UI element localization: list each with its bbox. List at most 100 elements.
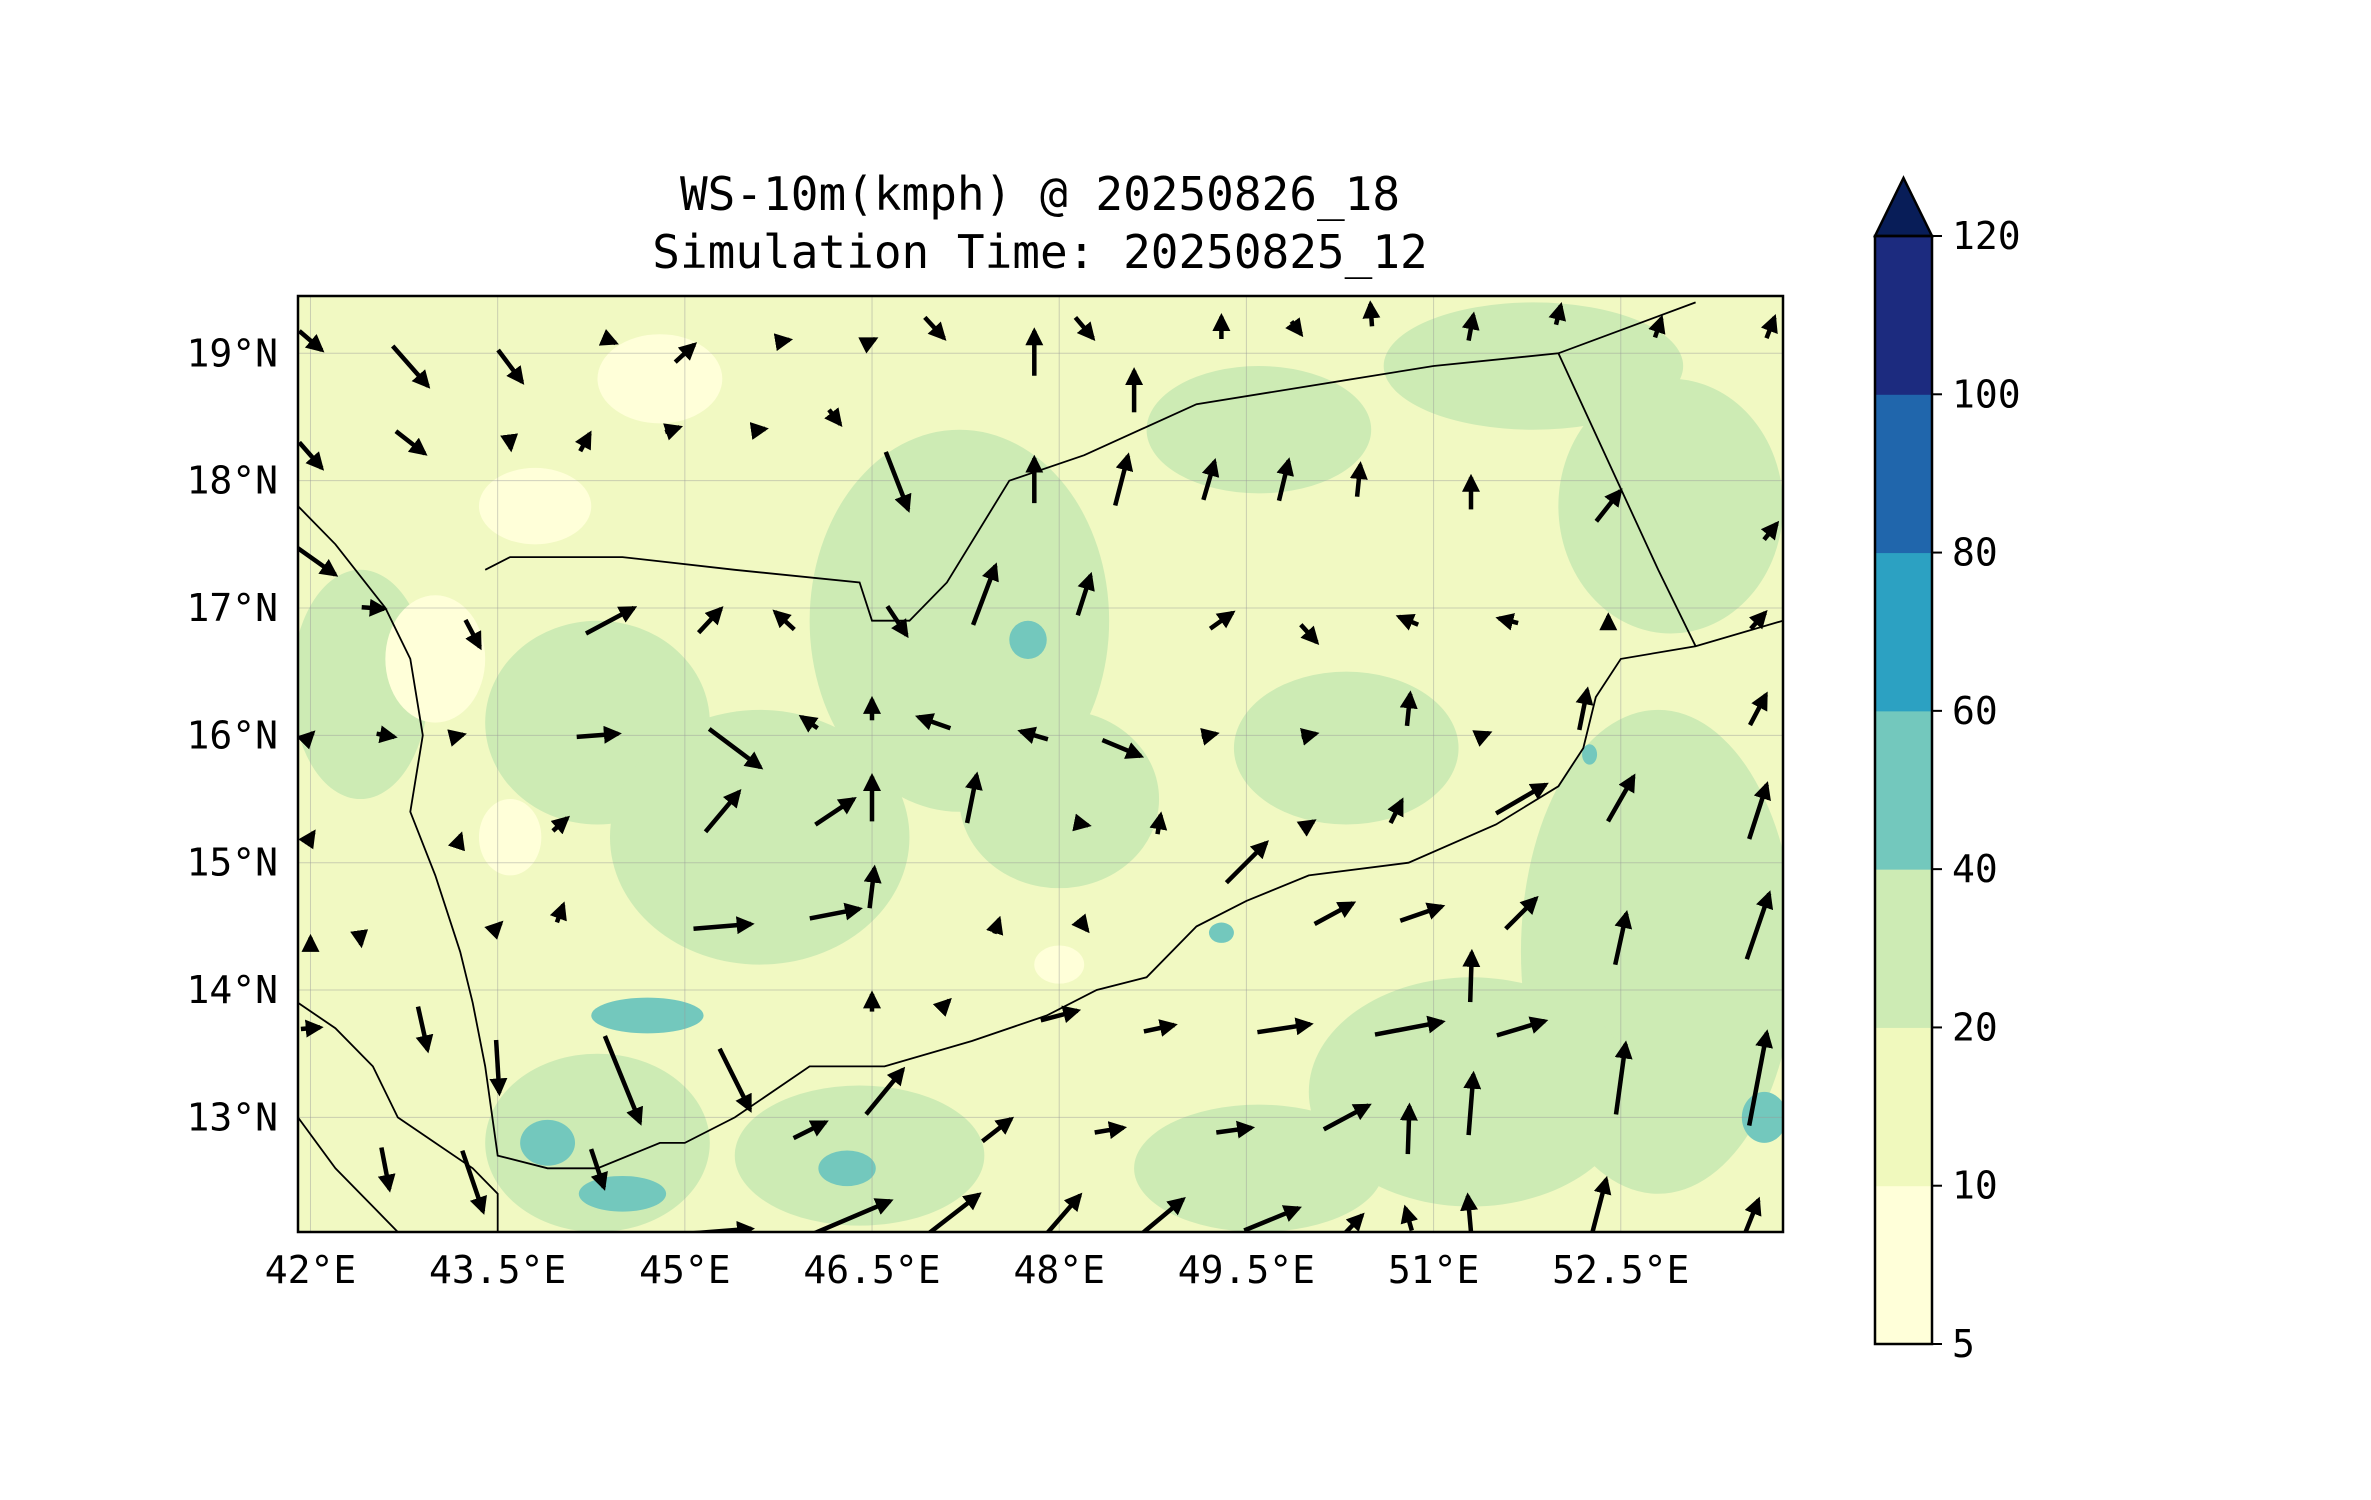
wind-vector-arrow	[981, 1116, 1015, 1144]
wind-vector-arrow	[447, 831, 465, 852]
wind-vector-arrow	[550, 815, 570, 835]
colorbar-tick-label: 20	[1952, 1005, 1998, 1049]
wind-vector-arrow	[1374, 1015, 1446, 1037]
wind-vector-arrow	[1017, 726, 1049, 744]
colorbar-segment	[1875, 1027, 1932, 1187]
wind-vector-arrow	[1496, 1016, 1549, 1038]
wind-vector-arrow	[1495, 613, 1519, 631]
wind-vectors	[298, 300, 1780, 1232]
wind-vector-arrow	[549, 901, 567, 924]
wind-vector-arrow	[1594, 488, 1623, 523]
wind-vector-arrow	[1296, 819, 1317, 837]
wind-vector-arrow	[598, 329, 619, 346]
wind-vector-arrow	[298, 730, 316, 750]
wind-vector-arrow	[602, 1035, 644, 1126]
wind-vector-arrow	[792, 1120, 829, 1141]
lon-tick-label: 45°E	[639, 1248, 731, 1292]
wind-vector-arrow	[932, 997, 952, 1017]
wind-vector-arrow	[986, 915, 1004, 936]
colorbar-tick-label: 60	[1952, 689, 1998, 733]
wind-vector-arrow	[1648, 314, 1666, 339]
wind-vector-arrow	[1243, 1205, 1302, 1232]
lat-tick-label: 18°N	[186, 459, 278, 503]
wind-vector-arrow	[798, 714, 819, 733]
wind-vector-arrow	[696, 606, 724, 635]
wind-speed-region	[1134, 1104, 1384, 1232]
wind-vector-arrow	[864, 1066, 906, 1116]
wind-vector-arrow	[576, 725, 622, 744]
wind-vector-arrow	[415, 1006, 434, 1054]
wind-vector-arrow	[1276, 457, 1294, 502]
wind-vector-arrow	[300, 1019, 324, 1038]
wind-speed-region	[478, 799, 542, 876]
wind-vector-arrow	[1313, 901, 1357, 926]
wind-speed-region	[385, 595, 486, 723]
wind-vector-arrow	[858, 336, 879, 354]
map-frame	[296, 294, 1785, 1234]
map-area: 42°E 43.5°E 45°E 46.5°E 48°E 49.5°E 51°E 52.5°E…	[186, 294, 1785, 1292]
wind-speed-region	[1009, 620, 1047, 659]
wind-vector-arrow	[1760, 520, 1780, 542]
wind-vector-arrow	[1143, 1019, 1178, 1037]
wind-vector-arrow	[1462, 948, 1481, 1003]
wind-vector-arrow	[1746, 1029, 1773, 1127]
border-saudi	[484, 301, 1696, 622]
wind-vector-arrow	[970, 562, 999, 626]
wind-vector-arrow	[1613, 909, 1633, 966]
wind-vector-arrow	[1590, 1175, 1612, 1232]
wind-speed-region	[959, 709, 1160, 889]
wind-vector-arrow	[863, 864, 882, 909]
wind-speed-region	[1233, 671, 1459, 825]
wind-vector-arrow	[1322, 1103, 1372, 1132]
wind-vector-arrow	[1613, 1040, 1633, 1115]
wind-vector-arrow	[1072, 813, 1092, 832]
wind-speed-region	[1208, 922, 1234, 943]
wind-vector-arrow	[1460, 1192, 1479, 1232]
wind-speed-region	[591, 997, 704, 1034]
colorbar-tick-label: 100	[1952, 372, 2021, 416]
wind-vector-arrow	[1257, 1017, 1314, 1036]
wind-speed-region	[818, 1150, 876, 1187]
wind-vector-arrow	[703, 789, 742, 834]
wind-vector-arrow	[496, 348, 525, 385]
wind-vector-arrow	[693, 916, 755, 935]
wind-vector-arrow	[717, 1047, 753, 1113]
map-title-line2: Simulation Time: 20250825_12	[652, 225, 1427, 279]
wind-vector-arrow	[1504, 895, 1539, 931]
lon-tick-label: 51°E	[1388, 1248, 1480, 1292]
colorbar-tick-label: 40	[1952, 847, 1998, 891]
wind-vector-arrow	[772, 609, 796, 632]
wind-vector-arrow	[500, 433, 519, 453]
wind-vector-arrow	[584, 605, 638, 636]
wind-vector-arrow	[1575, 686, 1594, 731]
wind-vector-arrow	[298, 829, 316, 850]
wind-vector-arrow	[1113, 452, 1134, 507]
wind-vector-arrow	[588, 1148, 608, 1191]
wind-vector-arrow	[1343, 1212, 1365, 1232]
wind-vector-arrow	[1149, 811, 1168, 835]
wind-vector-arrow	[885, 605, 909, 639]
wind-vector-arrow	[1606, 773, 1636, 823]
wind-vector-arrow	[1045, 1192, 1083, 1232]
wind-vector-arrow	[1748, 610, 1768, 631]
wind-vector-arrow	[350, 929, 369, 949]
wind-vector-arrow	[680, 1220, 755, 1232]
wind-vector-arrow	[1399, 1102, 1418, 1155]
wind-vector-arrow	[749, 422, 769, 440]
wind-speed-region	[1034, 945, 1085, 984]
colorbar-segment	[1875, 394, 1932, 554]
wind-vector-arrow	[575, 430, 592, 453]
wind-vector-arrow	[1743, 1196, 1762, 1232]
border-west-coast	[298, 1002, 499, 1232]
wind-vector-arrow	[1760, 314, 1778, 340]
wind-vector-arrow	[1299, 728, 1320, 746]
wind-vector-arrow	[1494, 782, 1549, 816]
wind-vector-arrow	[1299, 623, 1320, 645]
border-oman	[1557, 352, 1697, 647]
lon-tick-label: 46.5°E	[803, 1248, 940, 1292]
wind-vector-arrow	[1463, 1070, 1482, 1136]
wind-vector-arrow	[484, 920, 504, 940]
wind-vector-arrow	[1744, 890, 1774, 960]
lat-tick-label: 16°N	[186, 713, 278, 757]
wind-vector-arrow	[377, 1147, 396, 1193]
